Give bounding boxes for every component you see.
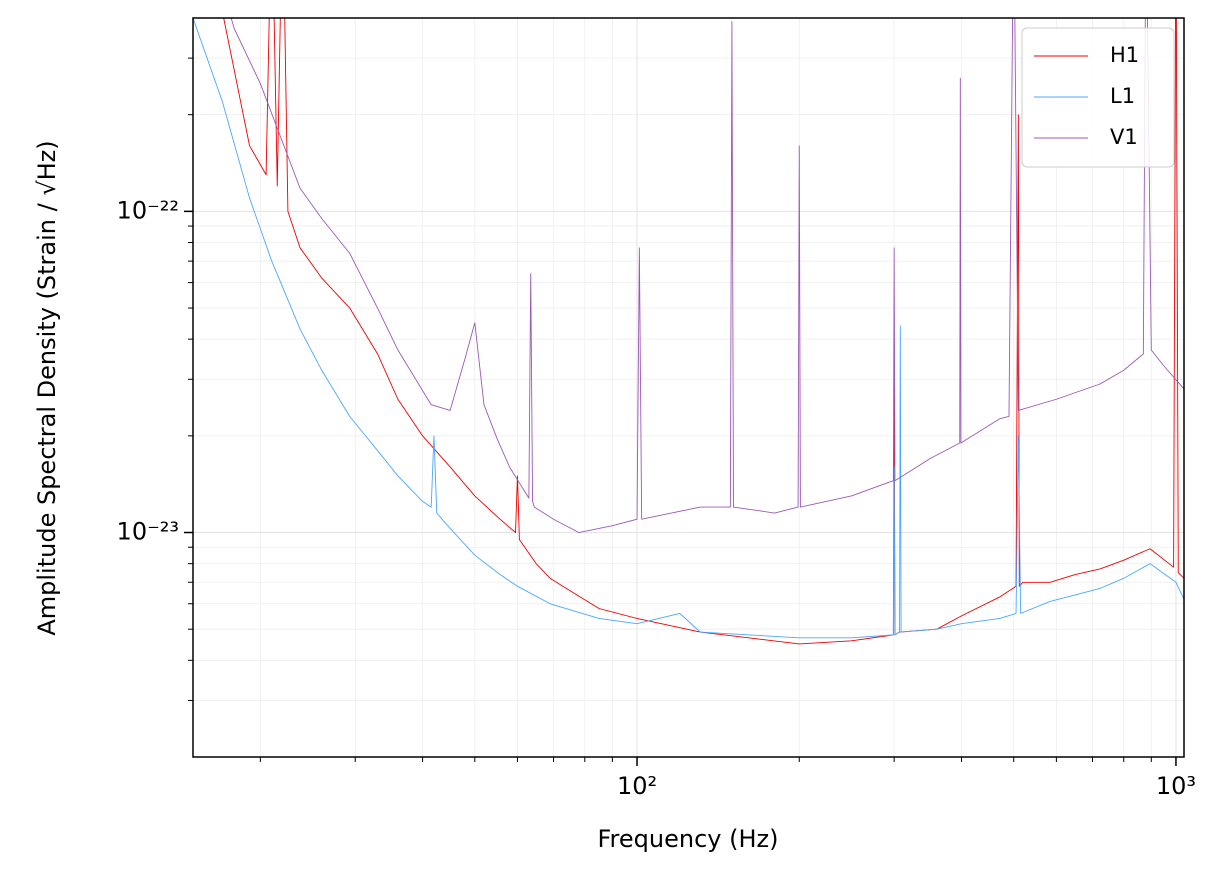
series-line — [223, 18, 1184, 645]
ticks: 10² 10³ 10⁻²³ 10⁻²² — [117, 57, 1196, 800]
y-tick-label: 10⁻²³ — [117, 518, 179, 546]
legend: H1 L1 V1 — [1021, 27, 1175, 168]
y-axis-label: Amplitude Spectral Density (Strain / √Hz… — [33, 140, 61, 635]
axes-frame — [192, 17, 1185, 758]
x-axis-label: Frequency (Hz) — [598, 825, 779, 853]
legend-label: H1 — [1110, 43, 1139, 67]
x-tick-label: 10² — [617, 772, 657, 800]
series-line — [230, 18, 1184, 533]
plot-area — [193, 18, 1184, 645]
legend-label: V1 — [1110, 125, 1138, 149]
series-line — [193, 18, 1184, 639]
y-tick-label: 10⁻²² — [117, 196, 179, 224]
legend-label: L1 — [1110, 84, 1135, 108]
x-tick-label: 10³ — [1156, 772, 1196, 800]
legend-box — [1021, 27, 1175, 168]
